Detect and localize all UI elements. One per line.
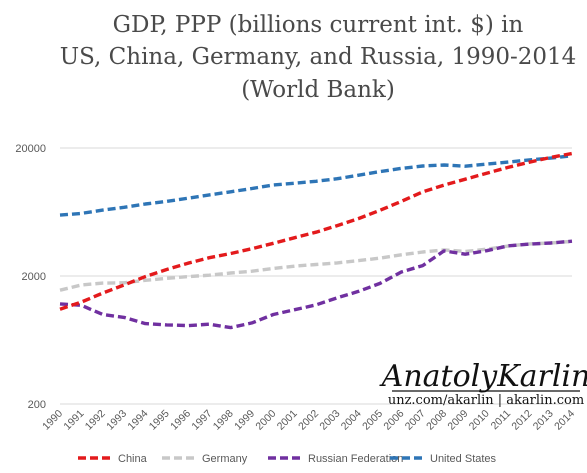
x-tick-label: 2000: [253, 408, 278, 433]
x-tick-label: 2003: [317, 408, 342, 433]
legend-entry-label: Russian Federation: [308, 453, 403, 465]
x-tick-label: 2013: [531, 408, 556, 433]
x-tick-label: 1990: [40, 408, 65, 433]
y-axis-ticks: 200 2000 20000: [15, 143, 46, 411]
x-tick-label: 2001: [275, 408, 300, 433]
legend: China Germany Russian Federation United Sta…: [78, 453, 497, 465]
x-tick-label: 2002: [296, 408, 321, 433]
y-tick-label: 20000: [15, 143, 46, 155]
x-tick-label: 2008: [424, 408, 449, 433]
x-tick-label: 1991: [61, 408, 86, 433]
series-line-germany: [59, 239, 573, 292]
x-tick-label: 2005: [360, 408, 385, 433]
series-line-russian-federation: [59, 239, 573, 330]
series-line-china: [59, 151, 573, 311]
y-tick-label: 200: [28, 399, 46, 411]
watermark-signature: AnatolyKarlin: [379, 359, 587, 394]
x-tick-label: 1992: [83, 408, 108, 433]
legend-entry-label: United States: [430, 453, 497, 465]
x-tick-label: 2010: [467, 408, 492, 433]
watermark: AnatolyKarlin unz.com/akarlin | akarlin.…: [379, 359, 587, 408]
series-lines: [59, 151, 573, 330]
x-tick-label: 1993: [104, 408, 129, 433]
watermark-url: unz.com/akarlin | akarlin.com: [388, 393, 584, 408]
x-tick-label: 2009: [445, 408, 470, 433]
series-line-united-states: [59, 154, 573, 217]
title-line-3: (World Bank): [241, 77, 395, 103]
x-tick-label: 1996: [168, 408, 193, 433]
x-tick-label: 1994: [125, 408, 150, 433]
chart-title: GDP, PPP (billions current int. $) in US…: [60, 12, 577, 103]
title-line-1: GDP, PPP (billions current int. $) in: [113, 12, 524, 38]
x-axis-ticks: 1990199119921993199419951996199719981999…: [40, 408, 577, 433]
x-tick-label: 1997: [189, 408, 214, 433]
x-tick-label: 2012: [509, 408, 534, 433]
x-tick-label: 2014: [552, 408, 577, 433]
legend-entry-label: China: [118, 453, 148, 465]
title-line-2: US, China, Germany, and Russia, 1990-201…: [60, 44, 577, 70]
y-tick-label: 2000: [22, 271, 46, 283]
x-tick-label: 2006: [381, 408, 406, 433]
x-tick-label: 2011: [489, 408, 514, 433]
x-tick-label: 2007: [403, 408, 428, 433]
x-tick-label: 2004: [339, 408, 364, 433]
x-tick-label: 1999: [232, 408, 257, 433]
legend-entry-label: Germany: [202, 453, 248, 465]
x-tick-label: 1995: [147, 408, 172, 433]
x-tick-label: 1998: [211, 408, 236, 433]
